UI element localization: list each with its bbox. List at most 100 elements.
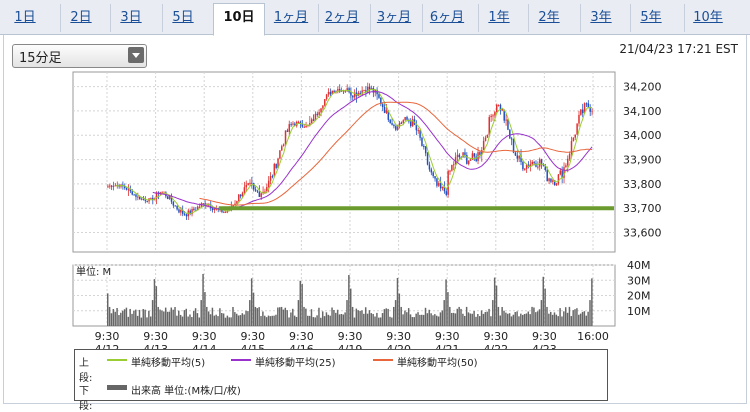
- volume-bar: [243, 314, 245, 326]
- candle-body: [563, 167, 565, 178]
- tab-13[interactable]: 5年: [630, 4, 671, 32]
- volume-bar: [112, 308, 115, 326]
- candle-body: [288, 124, 290, 132]
- volume-bar: [295, 316, 298, 326]
- candle-body: [107, 186, 109, 188]
- candle-body: [581, 109, 584, 114]
- tab-1[interactable]: 1日: [14, 10, 36, 25]
- volume-bar: [413, 317, 416, 326]
- candle-body: [324, 99, 326, 106]
- legend-swatch-ma5: [107, 359, 127, 361]
- candle-body: [509, 129, 511, 139]
- tab-6[interactable]: 1ヶ月: [273, 10, 309, 25]
- volume-bar: [553, 312, 556, 326]
- volume-bar: [458, 306, 460, 326]
- candle-body: [353, 92, 356, 98]
- tab-7[interactable]: 2ヶ月: [318, 4, 365, 32]
- volume-bar: [578, 314, 580, 326]
- volume-bar: [441, 310, 444, 326]
- tab-14[interactable]: 10年: [684, 4, 731, 32]
- candle-body: [267, 180, 270, 188]
- candle-body: [338, 89, 341, 92]
- candle-body: [525, 164, 528, 169]
- candle-body: [533, 161, 535, 164]
- volume-bar: [189, 314, 191, 326]
- volume-bar: [247, 311, 249, 326]
- candle-body: [421, 137, 423, 146]
- volume-bar: [252, 292, 255, 326]
- volume-tick-label: 30M: [627, 274, 651, 287]
- volume-bar: [550, 311, 552, 326]
- volume-bar: [370, 313, 373, 326]
- volume-bar: [181, 316, 184, 326]
- candle-body: [518, 155, 520, 159]
- volume-bar: [320, 317, 322, 326]
- candle-body: [368, 86, 371, 90]
- volume-bar: [525, 313, 528, 326]
- candle-body: [524, 168, 526, 170]
- volume-bar: [490, 316, 492, 326]
- candle-body: [243, 187, 246, 193]
- candle-body: [269, 176, 272, 181]
- volume-bar: [478, 316, 481, 326]
- x-tick-time: 9:30: [435, 330, 460, 343]
- candle-body: [185, 214, 188, 217]
- volume-bar: [307, 315, 309, 326]
- volume-bar: [361, 310, 363, 326]
- volume-bar: [499, 315, 502, 326]
- volume-bar: [566, 312, 569, 326]
- volume-bar: [430, 313, 432, 326]
- volume-bar: [204, 292, 206, 326]
- tab-9[interactable]: 6ヶ月: [422, 4, 471, 32]
- candle-body: [486, 135, 489, 138]
- price-tick-label: 34,100: [623, 105, 662, 118]
- tab-5[interactable]: 10日: [213, 3, 265, 36]
- volume-bar: [493, 277, 496, 326]
- candle-body: [439, 182, 442, 189]
- volume-bar: [256, 308, 259, 326]
- candle-body: [559, 170, 562, 175]
- candle-body: [275, 163, 277, 168]
- volume-bar: [527, 311, 530, 326]
- quote-timestamp: 21/04/23 17:21 EST: [619, 42, 738, 56]
- tab-10[interactable]: 1年: [478, 4, 519, 32]
- candle-body: [481, 150, 483, 155]
- candle-body: [434, 176, 436, 179]
- volume-bar: [194, 308, 197, 326]
- candle-body: [424, 146, 427, 154]
- volume-bar: [178, 310, 180, 326]
- candle-body: [127, 189, 130, 191]
- tab-4[interactable]: 5日: [162, 4, 203, 32]
- volume-bar: [221, 313, 223, 326]
- candle-body: [482, 140, 485, 151]
- tab-11[interactable]: 2年: [528, 4, 569, 32]
- candle-body: [393, 124, 395, 127]
- candle-body: [471, 153, 474, 160]
- candle-body: [522, 162, 524, 170]
- volume-unit-label: 単位: M: [76, 265, 111, 278]
- volume-bar: [514, 312, 516, 326]
- volume-bar: [120, 312, 122, 326]
- tab-12[interactable]: 3年: [580, 4, 621, 32]
- volume-bar: [351, 306, 354, 326]
- legend-lower-label: 下段:: [79, 386, 93, 412]
- tab-3[interactable]: 3日: [110, 4, 151, 32]
- candle-body: [174, 205, 176, 207]
- chevron-down-icon[interactable]: [128, 47, 144, 63]
- volume-bar: [576, 308, 578, 326]
- candle-body: [279, 150, 281, 159]
- volume-bar: [409, 314, 412, 326]
- volume-tick-label: 20M: [627, 290, 651, 303]
- tab-2[interactable]: 2日: [60, 4, 101, 32]
- volume-bar: [207, 311, 210, 326]
- volume-bar: [570, 316, 573, 326]
- x-tick-time: 9:30: [192, 330, 217, 343]
- volume-bar: [161, 310, 163, 326]
- interval-select[interactable]: 15分足: [12, 44, 147, 68]
- candle-body: [178, 209, 180, 213]
- volume-bar: [269, 316, 272, 326]
- tab-8[interactable]: 3ヶ月: [370, 4, 417, 32]
- candle-body: [404, 117, 406, 121]
- volume-bar: [544, 288, 546, 326]
- x-tick-time: 9:30: [143, 330, 168, 343]
